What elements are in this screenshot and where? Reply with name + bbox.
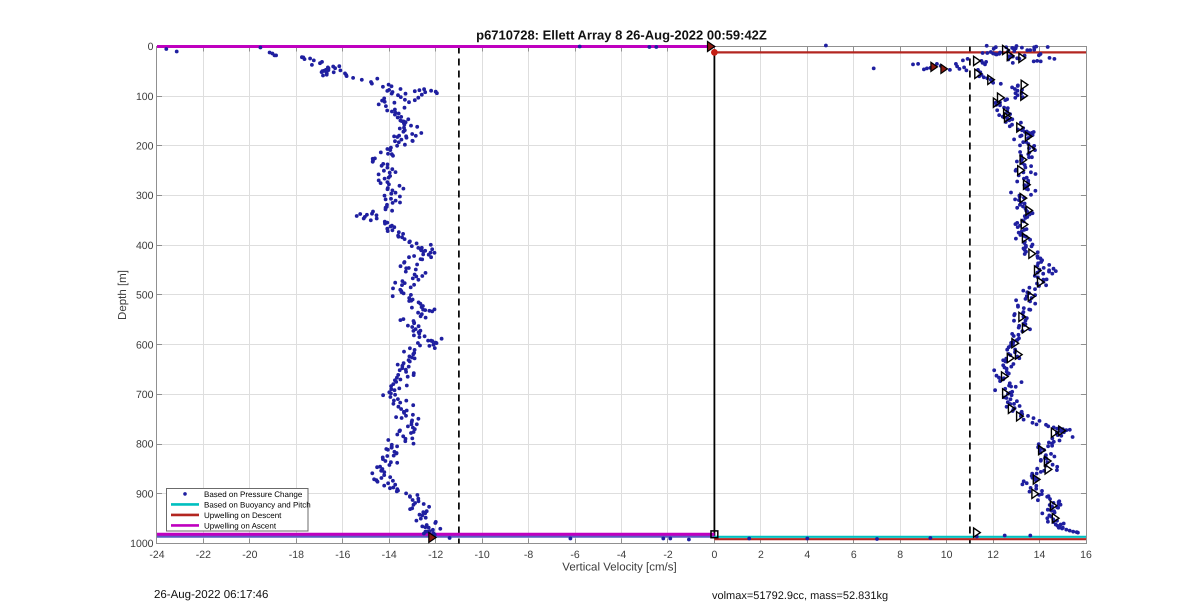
svg-text:400: 400: [136, 240, 154, 252]
svg-text:Based on Pressure Change: Based on Pressure Change: [204, 490, 303, 499]
svg-text:8: 8: [897, 549, 903, 561]
svg-text:-14: -14: [382, 549, 397, 561]
svg-text:900: 900: [136, 488, 154, 500]
svg-text:0: 0: [148, 41, 154, 53]
svg-text:-4: -4: [617, 549, 626, 561]
svg-text:Upwelling on Descent: Upwelling on Descent: [204, 511, 282, 520]
svg-text:2: 2: [758, 549, 764, 561]
svg-text:1000: 1000: [130, 538, 154, 550]
svg-text:500: 500: [136, 290, 154, 302]
svg-text:-16: -16: [335, 549, 350, 561]
svg-text:12: 12: [987, 549, 999, 561]
svg-text:-12: -12: [428, 549, 443, 561]
svg-text:Based on Buoyancy and Pitch: Based on Buoyancy and Pitch: [204, 500, 311, 509]
svg-text:-10: -10: [475, 549, 490, 561]
svg-text:Upwelling on Ascent: Upwelling on Ascent: [204, 521, 277, 530]
svg-text:700: 700: [136, 389, 154, 401]
svg-text:Depth [m]: Depth [m]: [117, 270, 129, 320]
svg-text:Vertical Velocity [cm/s]: Vertical Velocity [cm/s]: [562, 562, 676, 574]
svg-text:0: 0: [711, 549, 717, 561]
svg-text:-24: -24: [149, 549, 164, 561]
svg-text:-6: -6: [570, 549, 579, 561]
svg-text:300: 300: [136, 190, 154, 202]
svg-text:-20: -20: [242, 549, 257, 561]
svg-text:volmax=51792.9cc, mass=52.831k: volmax=51792.9cc, mass=52.831kg: [712, 590, 888, 602]
svg-text:p6710728: Ellett Array 8 26-Au: p6710728: Ellett Array 8 26-Aug-2022 00:…: [476, 28, 767, 43]
svg-text:200: 200: [136, 141, 154, 153]
svg-text:800: 800: [136, 439, 154, 451]
svg-text:14: 14: [1034, 549, 1046, 561]
svg-text:-22: -22: [196, 549, 211, 561]
svg-text:10: 10: [941, 549, 953, 561]
svg-text:600: 600: [136, 339, 154, 351]
svg-text:-18: -18: [289, 549, 304, 561]
svg-text:26-Aug-2022 06:17:46: 26-Aug-2022 06:17:46: [154, 589, 268, 601]
svg-text:100: 100: [136, 91, 154, 103]
svg-text:16: 16: [1080, 549, 1092, 561]
svg-text:4: 4: [804, 549, 810, 561]
svg-text:-8: -8: [524, 549, 533, 561]
svg-text:-2: -2: [663, 549, 672, 561]
svg-text:6: 6: [851, 549, 857, 561]
